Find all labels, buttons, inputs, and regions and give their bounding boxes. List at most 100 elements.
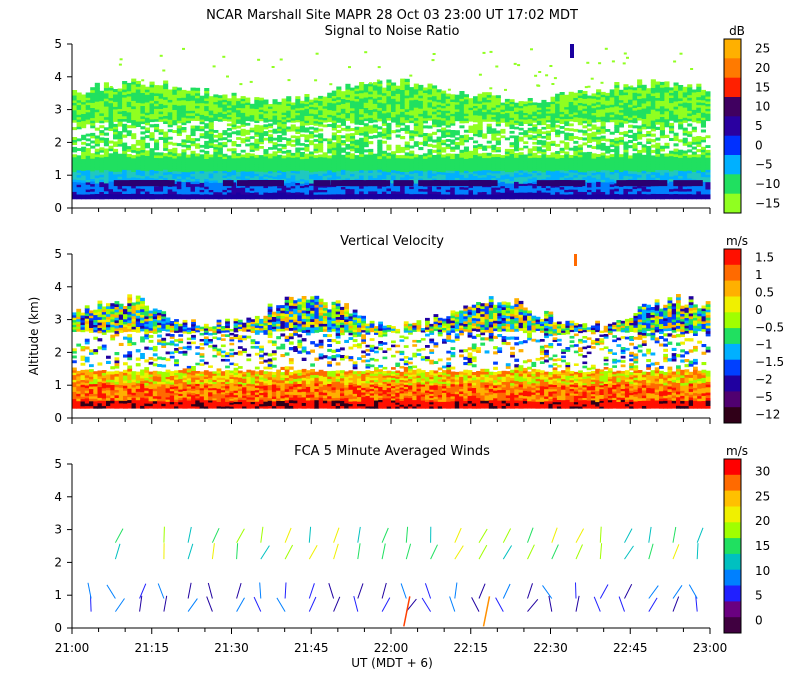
snr-cell xyxy=(486,123,492,127)
snr-cell xyxy=(277,192,283,195)
snr-cell xyxy=(632,191,638,195)
snr-cell xyxy=(441,139,447,143)
snr-cell xyxy=(340,176,346,180)
snr-cell xyxy=(605,160,611,164)
snr-cell xyxy=(463,98,469,102)
snr-cell xyxy=(272,185,278,188)
snr-cell xyxy=(304,172,310,176)
snr-cell xyxy=(359,137,365,141)
snr-cell xyxy=(568,191,574,195)
snr-cell xyxy=(185,154,191,158)
snr-cell xyxy=(427,162,433,166)
snr-cell xyxy=(103,114,109,118)
snr-cell xyxy=(473,110,479,113)
snr-cell xyxy=(122,185,128,189)
snr-cell xyxy=(655,116,661,120)
snr-cell xyxy=(154,178,160,182)
snr-cell xyxy=(117,136,123,140)
snr-cell xyxy=(564,196,570,200)
snr-cell xyxy=(377,150,383,154)
snr-cell xyxy=(559,111,565,115)
snr-cell xyxy=(582,191,588,195)
snr-cell xyxy=(555,177,561,181)
snr-cell xyxy=(368,185,374,189)
snr-cell xyxy=(409,97,415,101)
snr-cell xyxy=(454,104,460,107)
snr-cell xyxy=(226,187,232,191)
snr-cell xyxy=(413,101,419,105)
snr-cell xyxy=(564,165,570,169)
snr-cell xyxy=(94,175,100,179)
snr-cell xyxy=(541,142,547,146)
snr-cell xyxy=(477,155,483,159)
snr-cell xyxy=(600,194,606,197)
snr-cell xyxy=(609,174,615,177)
snr-cell xyxy=(231,165,237,168)
snr-cell xyxy=(231,191,237,195)
snr-cell xyxy=(144,96,150,100)
snr-cell xyxy=(473,159,479,162)
snr-cell xyxy=(491,133,497,136)
snr-cell xyxy=(318,128,324,132)
snr-cell xyxy=(149,172,155,176)
snr-cell xyxy=(641,100,647,104)
snr-cell xyxy=(108,125,114,129)
snr-cell xyxy=(213,115,219,119)
snr-cell xyxy=(596,104,602,108)
snr-cell xyxy=(587,161,593,165)
snr-cell xyxy=(500,159,506,163)
snr-cell xyxy=(113,193,119,197)
snr-cell xyxy=(117,133,123,137)
snr-cell xyxy=(477,172,483,176)
snr-cell xyxy=(254,159,260,163)
snr-cell xyxy=(290,183,296,187)
snr-cell xyxy=(596,144,602,147)
snr-cell xyxy=(482,97,488,100)
snr-cell xyxy=(154,196,160,200)
snr-cell xyxy=(309,160,315,164)
snr-cell xyxy=(609,141,615,145)
snr-cell xyxy=(354,149,360,153)
snr-cell xyxy=(94,93,100,97)
snr-cell xyxy=(545,119,551,123)
snr-cell xyxy=(204,173,210,177)
snr-cell xyxy=(482,133,488,137)
snr-cell xyxy=(646,176,652,180)
snr-cell xyxy=(245,191,251,195)
snr-cell xyxy=(614,89,620,94)
snr-cell xyxy=(318,196,324,200)
snr-cell xyxy=(359,87,365,91)
snr-cell xyxy=(368,151,374,155)
snr-cell xyxy=(381,186,387,190)
snr-cell xyxy=(117,171,123,175)
snr-cell xyxy=(268,157,274,161)
snr-cell xyxy=(363,162,369,166)
snr-cell xyxy=(167,136,173,140)
snr-cell xyxy=(309,110,315,114)
snr-cell xyxy=(409,115,415,119)
snr-cell xyxy=(432,121,438,125)
snr-cell xyxy=(381,166,387,169)
snr-cell xyxy=(400,114,406,118)
snr-cell xyxy=(322,184,328,188)
snr-cell xyxy=(573,112,579,115)
snr-cell xyxy=(377,145,383,149)
snr-cell xyxy=(359,127,365,131)
snr-cell xyxy=(523,190,529,193)
snr-cell xyxy=(90,97,96,101)
snr-cell xyxy=(99,169,105,173)
snr-cell xyxy=(646,115,652,119)
snr-cell xyxy=(468,130,474,133)
snr-cell xyxy=(76,138,82,142)
snr-cell xyxy=(226,178,232,181)
snr-cell xyxy=(445,172,451,176)
snr-cell xyxy=(504,169,510,173)
snr-cell xyxy=(459,191,465,195)
snr-cell xyxy=(363,136,369,140)
snr-cell xyxy=(176,125,182,129)
snr-cell xyxy=(354,113,360,117)
snr-cell xyxy=(350,107,356,111)
snr-cell xyxy=(646,188,652,192)
snr-cell xyxy=(609,101,615,105)
snr-cell xyxy=(72,92,78,96)
